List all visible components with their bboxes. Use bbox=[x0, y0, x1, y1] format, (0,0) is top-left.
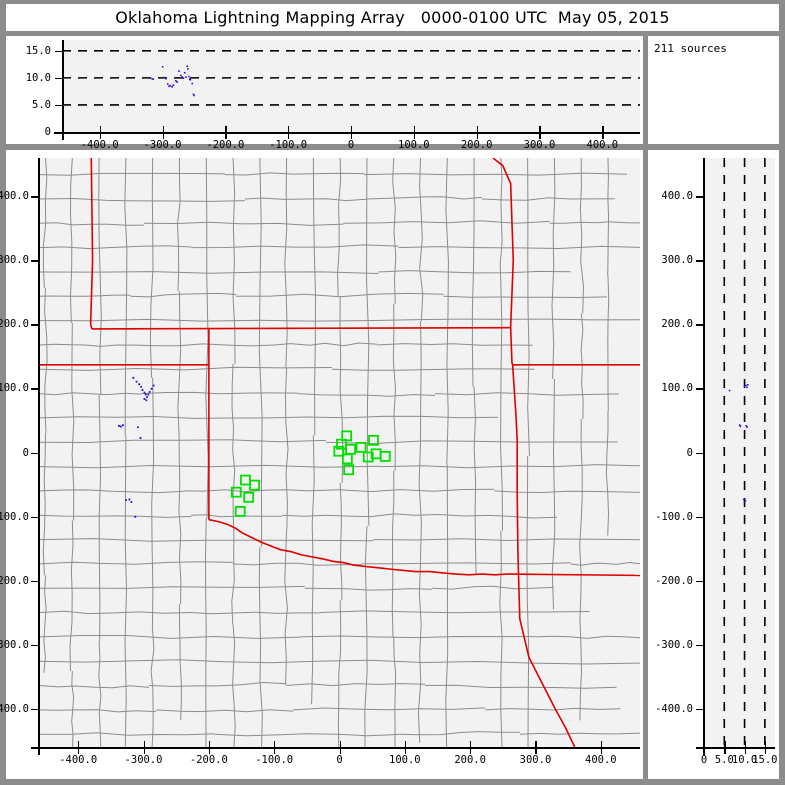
plan-view-map-y-axis bbox=[38, 158, 40, 755]
plan-view-map-x-axis bbox=[31, 747, 640, 749]
axis-tick-mark bbox=[477, 126, 478, 139]
axis-tick-label: 100.0 bbox=[0, 382, 29, 394]
axis-tick-mark bbox=[31, 709, 39, 710]
axis-tick-mark bbox=[696, 196, 704, 197]
window-title-bar: Oklahoma Lightning Mapping Array 0000-01… bbox=[6, 4, 779, 31]
axis-tick-mark bbox=[31, 581, 39, 582]
axis-tick-mark bbox=[696, 517, 704, 518]
altitude-vs-east-y-axis bbox=[62, 40, 64, 140]
axis-tick-mark bbox=[724, 741, 725, 754]
axis-tick-mark bbox=[696, 709, 704, 710]
plan-view-map-plot-area[interactable] bbox=[39, 158, 640, 747]
axis-tick-label: 0 bbox=[0, 447, 29, 459]
axis-tick-label: 10.0 bbox=[6, 72, 51, 84]
axis-tick-mark bbox=[602, 126, 603, 139]
axis-tick-label: 400.0 bbox=[0, 190, 29, 202]
axis-tick-mark bbox=[209, 741, 210, 754]
plan-view-map-panel: -400.0 -300.0 -200.0 -100.0 0 100.0 200.0 300.0… bbox=[6, 150, 643, 779]
axis-tick-mark bbox=[696, 388, 704, 389]
axis-tick-label: 0 bbox=[701, 754, 707, 766]
axis-tick-mark bbox=[704, 741, 705, 754]
sources-info-panel: 211 sources bbox=[648, 36, 779, 144]
axis-tick-label: 0 bbox=[336, 754, 342, 766]
axis-tick-mark bbox=[31, 645, 39, 646]
north-vs-altitude-x-axis bbox=[696, 747, 775, 749]
axis-tick-label: 5.0 bbox=[6, 99, 51, 111]
axis-tick-mark bbox=[55, 105, 63, 106]
north-vs-altitude-canvas bbox=[704, 158, 775, 747]
axis-tick-label: -300.0 bbox=[125, 754, 163, 766]
axis-tick-label: -100.0 bbox=[648, 511, 693, 523]
axis-tick-label: 5.0 bbox=[715, 754, 734, 766]
axis-tick-label: 200.0 bbox=[454, 754, 486, 766]
north-vs-altitude-plot-area[interactable] bbox=[704, 158, 775, 747]
axis-tick-mark bbox=[696, 324, 704, 325]
axis-tick-mark bbox=[470, 741, 471, 754]
axis-tick-label: -200.0 bbox=[190, 754, 228, 766]
axis-tick-label: -200.0 bbox=[0, 575, 29, 587]
axis-tick-mark bbox=[31, 324, 39, 325]
axis-tick-label: -200.0 bbox=[648, 575, 693, 587]
axis-tick-label: -100.0 bbox=[255, 754, 293, 766]
axis-tick-label: 400.0 bbox=[585, 754, 617, 766]
axis-tick-label: 15.0 bbox=[6, 45, 51, 57]
axis-tick-label: 300.0 bbox=[0, 254, 29, 266]
axis-tick-label: 200.0 bbox=[648, 318, 693, 330]
axis-tick-mark bbox=[745, 741, 746, 754]
axis-tick-mark bbox=[601, 741, 602, 754]
altitude-vs-east-plot-area[interactable] bbox=[62, 40, 640, 132]
axis-tick-label: -300.0 bbox=[648, 639, 693, 651]
page-title: Oklahoma Lightning Mapping Array 0000-01… bbox=[115, 8, 670, 27]
axis-tick-mark bbox=[535, 741, 536, 754]
axis-tick-mark bbox=[539, 126, 540, 139]
axis-tick-mark bbox=[55, 132, 63, 133]
axis-tick-mark bbox=[274, 741, 275, 754]
axis-tick-label: 200.0 bbox=[0, 318, 29, 330]
axis-tick-mark bbox=[78, 741, 79, 754]
axis-tick-mark bbox=[414, 126, 415, 139]
axis-tick-mark bbox=[144, 741, 145, 754]
altitude-vs-east-x-axis bbox=[54, 132, 640, 134]
status-badge: 211 sources bbox=[654, 42, 727, 55]
axis-tick-mark bbox=[696, 453, 704, 454]
axis-tick-label: 300.0 bbox=[520, 754, 552, 766]
north-vs-altitude-panel: 0 5.0 10.0 15.0 -400.0 -300.0 -200.0 -100.0 0 100… bbox=[648, 150, 779, 779]
axis-tick-label: 15.0 bbox=[752, 754, 777, 766]
axis-tick-mark bbox=[31, 453, 39, 454]
altitude-vs-east-panel: -400.0 -300.0 -200.0 -100.0 0 100.0 200.0 300.0… bbox=[6, 36, 643, 144]
axis-tick-label: 0 bbox=[6, 126, 51, 138]
altitude-vs-east-canvas bbox=[62, 40, 640, 132]
axis-tick-label: -400.0 bbox=[0, 703, 29, 715]
axis-tick-mark bbox=[225, 126, 226, 139]
axis-tick-mark bbox=[696, 645, 704, 646]
axis-tick-mark bbox=[31, 196, 39, 197]
axis-tick-label: -400.0 bbox=[648, 703, 693, 715]
axis-tick-mark bbox=[288, 126, 289, 139]
axis-tick-mark bbox=[100, 126, 101, 139]
plan-view-map-canvas bbox=[39, 158, 640, 747]
axis-tick-mark bbox=[351, 126, 352, 139]
axis-tick-label: -400.0 bbox=[59, 754, 97, 766]
axis-tick-mark bbox=[31, 388, 39, 389]
axis-tick-mark bbox=[696, 581, 704, 582]
axis-tick-mark bbox=[31, 260, 39, 261]
axis-tick-mark bbox=[405, 741, 406, 754]
axis-tick-mark bbox=[340, 741, 341, 754]
axis-tick-mark bbox=[55, 78, 63, 79]
lma-viewer-window: Oklahoma Lightning Mapping Array 0000-01… bbox=[0, 0, 785, 785]
axis-tick-label: 100.0 bbox=[389, 754, 421, 766]
axis-tick-mark bbox=[765, 741, 766, 754]
axis-tick-mark bbox=[55, 51, 63, 52]
axis-tick-label: 100.0 bbox=[648, 382, 693, 394]
axis-tick-label: 300.0 bbox=[648, 254, 693, 266]
axis-tick-label: -300.0 bbox=[0, 639, 29, 651]
axis-tick-mark bbox=[163, 126, 164, 139]
axis-tick-mark bbox=[31, 517, 39, 518]
north-vs-altitude-y-axis bbox=[703, 158, 705, 755]
axis-tick-label: 400.0 bbox=[648, 190, 693, 202]
axis-tick-label: 0 bbox=[648, 447, 693, 459]
axis-tick-label: -100.0 bbox=[0, 511, 29, 523]
axis-tick-mark bbox=[696, 260, 704, 261]
